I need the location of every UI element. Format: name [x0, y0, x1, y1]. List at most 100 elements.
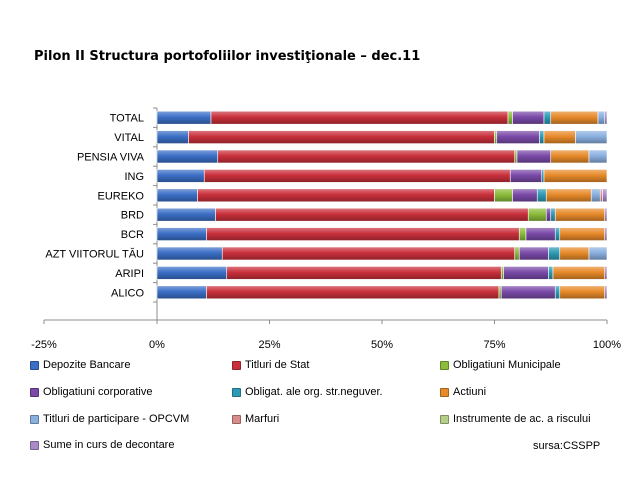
bar-segment	[588, 246, 608, 261]
category-label: AZT VIITORUL TĂU	[45, 248, 144, 261]
bar-segment	[498, 285, 502, 300]
bar-segment	[575, 130, 608, 144]
bar-segment	[156, 188, 198, 203]
bar-segment	[203, 169, 511, 183]
legend-swatch	[30, 440, 39, 450]
legend-item: Depozite Bancare	[30, 358, 130, 372]
x-tick-label: 50%	[371, 339, 393, 351]
bar-segment	[554, 207, 606, 222]
bar-segment	[215, 207, 529, 222]
bar-segment	[500, 266, 504, 280]
x-tick-label: 75%	[483, 339, 505, 351]
legend-swatch	[232, 387, 241, 397]
bar-segment	[516, 149, 552, 164]
legend-label: Actiuni	[453, 386, 487, 398]
legend-label: Obligat. ale org. str.neguver.	[245, 386, 383, 398]
bar-segment	[503, 266, 549, 280]
bar-segment	[604, 285, 608, 300]
bar-segment	[550, 110, 599, 125]
legend-item: Sume in curs de decontare	[30, 438, 174, 452]
chart-title: Pilon II Structura portofoliilor investi…	[34, 49, 421, 64]
bar-segment	[554, 227, 561, 241]
legend-swatch	[232, 360, 241, 370]
bar-segment	[559, 227, 606, 241]
category-label: ARIPI	[115, 268, 144, 280]
bar-segment	[197, 188, 495, 203]
bar-segment	[604, 110, 608, 125]
bar-segment	[500, 285, 556, 300]
legend-item: Titluri de participare - OPCVM	[30, 412, 189, 426]
bar-segment	[552, 266, 606, 280]
bar-segment	[543, 110, 552, 125]
bar-segment	[550, 207, 556, 222]
bar-segment	[156, 130, 189, 144]
legend-label: Depozite Bancare	[43, 359, 131, 371]
bar-segment	[559, 246, 590, 261]
bar-segment	[507, 110, 513, 125]
legend-item: Obligatiuni corporative	[30, 385, 152, 399]
bar-segment	[514, 246, 520, 261]
bar-segment	[602, 188, 608, 203]
bar-segment	[206, 227, 520, 241]
category-label: PENSIA VIVA	[77, 152, 145, 164]
bar-segment	[156, 149, 219, 164]
bar-segment	[545, 207, 552, 222]
bar-segment	[543, 130, 576, 144]
bar-segment	[496, 130, 540, 144]
legend-label: Sume in curs de decontare	[43, 439, 175, 451]
legend-swatch	[440, 387, 449, 397]
legend-swatch	[30, 414, 39, 424]
bar-segment	[512, 110, 545, 125]
legend-label: Instrumente de ac. a riscului	[453, 413, 591, 425]
bar-segment	[156, 227, 207, 241]
bar-segment	[156, 169, 205, 183]
bar-segment	[543, 169, 608, 183]
legend-item: Obligatiuni Municipale	[440, 358, 561, 372]
category-label: TOTAL	[110, 113, 144, 125]
legend-item: Obligat. ale org. str.neguver.	[232, 385, 383, 399]
legend-label: Marfuri	[245, 413, 280, 425]
legend-swatch	[440, 360, 449, 370]
bar-segment	[514, 149, 518, 164]
bar-segment	[226, 266, 502, 280]
bar-segment	[588, 149, 608, 164]
bar-segment	[156, 110, 212, 125]
bar-segment	[206, 285, 500, 300]
bar-segment	[156, 207, 216, 222]
bar-segment	[604, 227, 608, 241]
category-label: BRD	[121, 210, 144, 222]
bar-segment	[221, 246, 516, 261]
legend-item: Titluri de Stat	[232, 358, 309, 372]
bar-segment	[518, 227, 527, 241]
bar-segment	[559, 285, 606, 300]
bar-segment	[217, 149, 516, 164]
category-label: ING	[124, 171, 144, 183]
x-tick-label: 25%	[258, 339, 280, 351]
bar-segment	[597, 110, 606, 125]
bar-segment	[599, 188, 603, 203]
x-tick-label: 0%	[149, 339, 165, 351]
bar-segment	[539, 130, 545, 144]
bar-segment	[156, 266, 228, 280]
bar-segment	[156, 285, 207, 300]
bar-segment	[590, 188, 601, 203]
bar-segment	[188, 130, 495, 144]
legend-label: Obligatiuni Municipale	[453, 359, 561, 371]
bar-segment	[210, 110, 509, 125]
bar-segment	[518, 246, 549, 261]
bar-segment	[525, 227, 556, 241]
bar-segment	[512, 188, 538, 203]
category-label: VITAL	[114, 132, 144, 144]
legend-item: Actiuni	[440, 385, 486, 399]
bar-segment	[156, 246, 223, 261]
bar-segment	[548, 266, 554, 280]
legend-swatch	[30, 387, 39, 397]
legend-swatch	[440, 414, 449, 424]
bar-segment	[604, 266, 608, 280]
legend-label: Titluri de participare - OPCVM	[43, 413, 190, 425]
bar-segment	[541, 169, 545, 183]
legend-item: Instrumente de ac. a riscului	[440, 412, 591, 426]
bar-segment	[536, 188, 547, 203]
legend-label: Titluri de Stat	[245, 359, 310, 371]
